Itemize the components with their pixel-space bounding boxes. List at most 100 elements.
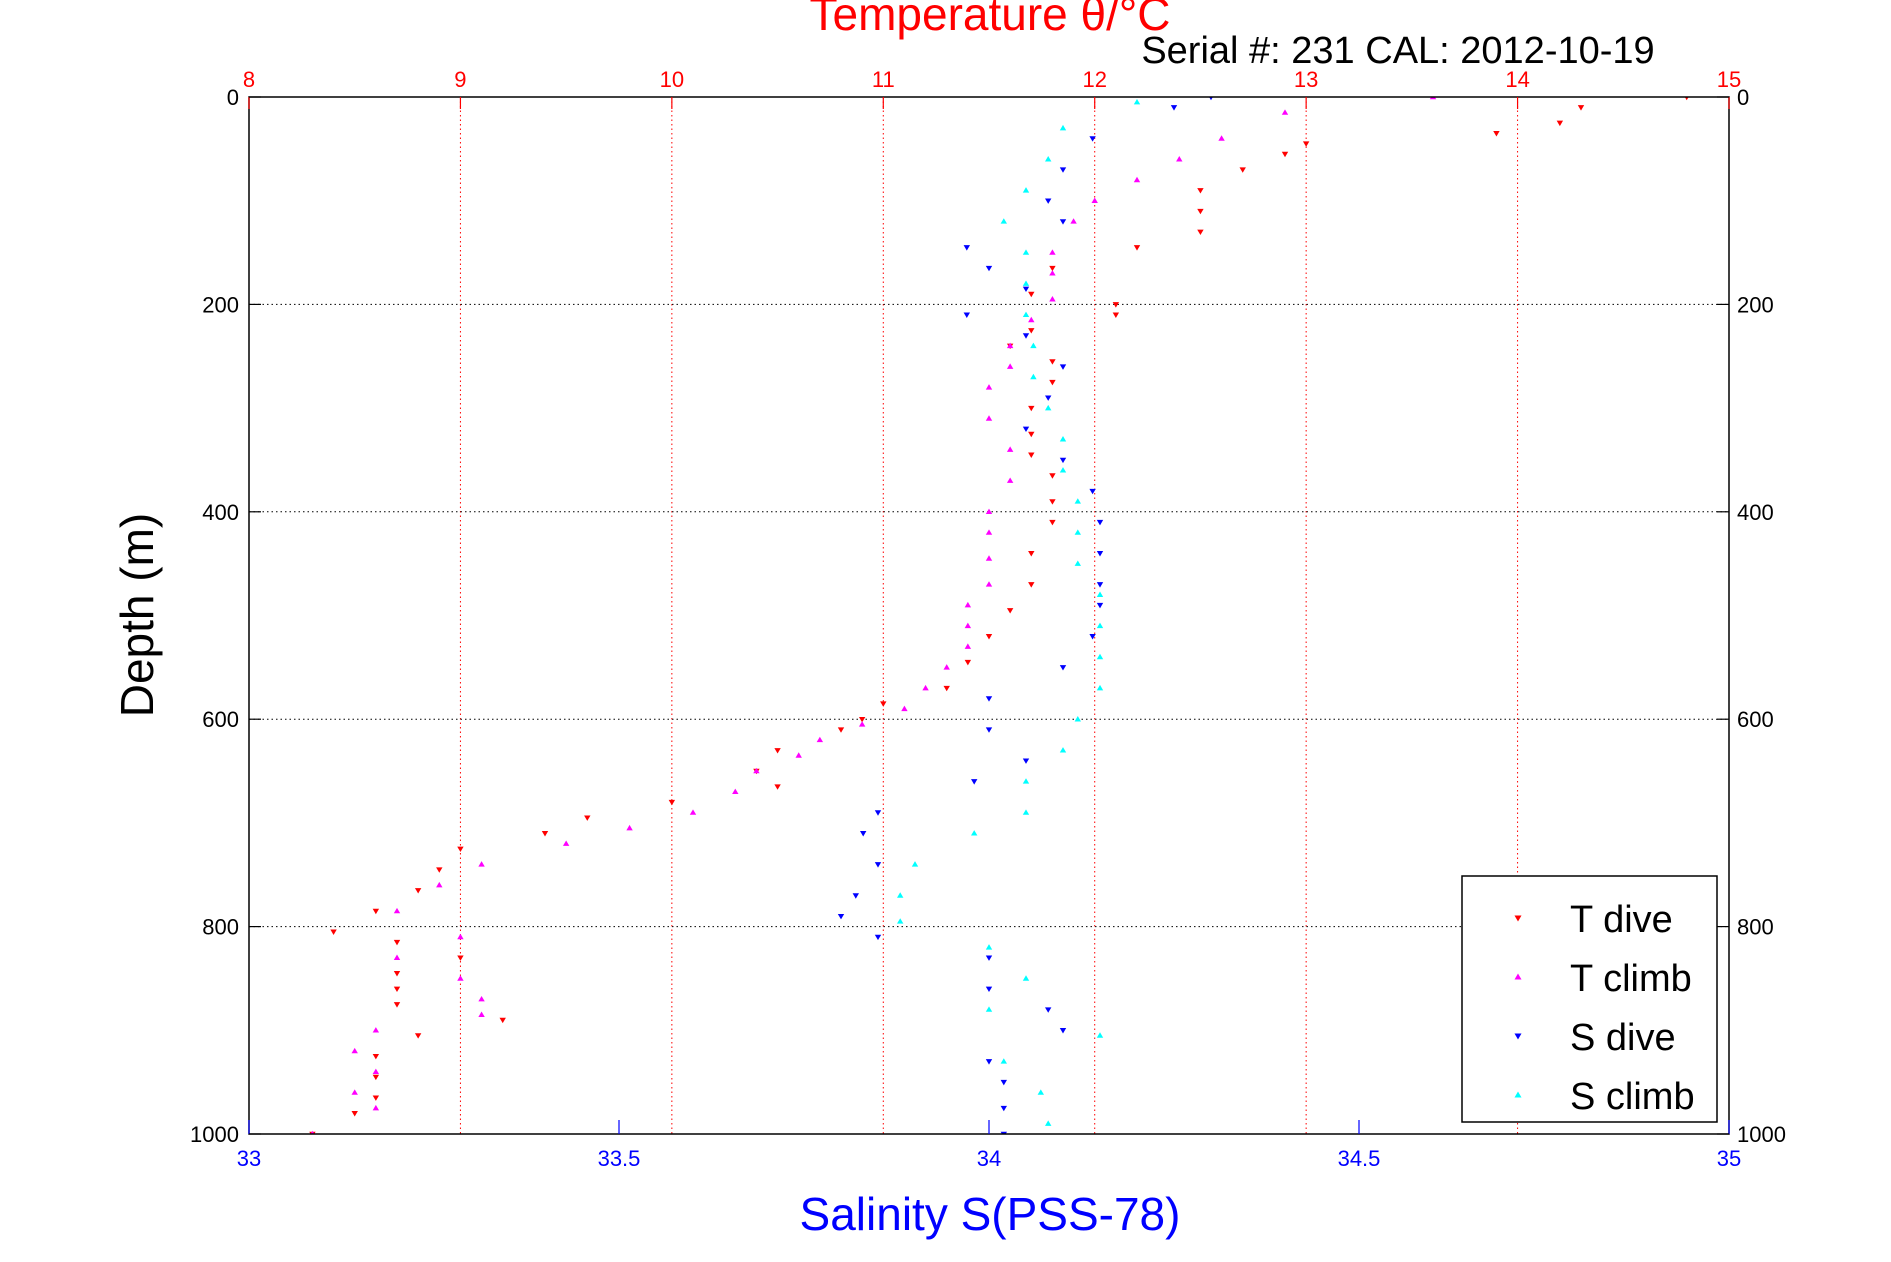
t-dive-point [880,701,887,707]
s-climb-point [1059,436,1067,442]
t-climb-point [964,601,972,608]
legend-label-s-climb: S climb [1570,1076,1695,1118]
temperature-tick-label: 12 [1082,67,1106,92]
t-dive-point [837,727,845,733]
t-dive-point [1049,265,1056,272]
t-dive-point [1197,229,1204,236]
s-climb-point [1022,809,1030,815]
s-dive-point [1209,97,1213,101]
t-dive-point [1112,312,1120,318]
depth-tick-label-right: 800 [1737,915,1774,940]
s-climb-point [1022,187,1030,193]
t-climb-point [1049,249,1056,255]
t-dive-point [372,1074,380,1081]
s-dive-point [1089,136,1096,142]
s-dive-point [985,955,993,961]
t-dive-point [1028,328,1035,334]
t-dive-point [1577,105,1585,111]
t-climb-point [1049,296,1056,302]
s-dive-point [1059,167,1067,173]
depth-tick-label-right: 1000 [1737,1122,1786,1147]
t-dive-point [1302,141,1310,147]
t-dive-point [1049,499,1056,505]
legend-marker-t-climb [1514,973,1522,980]
salinity-tick-label: 34 [977,1146,1001,1171]
series-s-dive [837,97,1213,1134]
s-climb-point [1096,684,1104,691]
s-dive-point [963,312,970,318]
depth-tick-label-right: 0 [1737,85,1749,110]
t-climb-point [436,881,443,888]
s-climb-point [1096,1032,1104,1038]
s-dive-point [874,934,882,941]
t-dive-point [393,986,401,993]
legend: T dive T climb S dive S climb [1461,875,1718,1123]
t-dive-point [1684,97,1689,101]
t-dive-point [1028,291,1035,298]
t-dive-point [584,815,591,821]
t-climb-point [372,1027,380,1033]
t-dive-point [1049,379,1056,386]
t-dive-point [1049,519,1056,526]
series-layer [309,97,1689,1134]
t-dive-point [372,1053,380,1060]
legend-marker-t-dive [1514,915,1522,922]
t-dive-point [1112,302,1120,308]
s-dive-point [1096,582,1104,588]
t-climb-point [1006,477,1014,483]
t-dive-point [858,716,866,723]
t-climb-point [393,954,401,960]
s-climb-point [1045,1120,1052,1126]
chart-subtitle: Serial #: 231 CAL: 2012-10-19 [1141,30,1654,72]
t-dive-point [1028,452,1035,458]
t-dive-point [457,846,464,853]
s-climb-point [1074,498,1081,504]
t-climb-point [922,684,929,691]
s-dive-point [1096,519,1104,526]
s-dive-point [1089,634,1096,640]
t-climb-point [1070,218,1077,224]
t-climb-point [457,975,464,981]
depth-tick-label-right: 600 [1737,707,1774,732]
t-dive-point [985,634,993,640]
s-climb-point [1074,716,1081,722]
s-dive-point [837,913,845,920]
s-dive-point [1059,219,1067,225]
s-climb-point [1030,342,1037,349]
t-climb-point [1006,342,1014,349]
temperature-tick-label: 8 [243,67,255,92]
s-dive-point [971,779,978,785]
t-dive-point [1493,131,1500,137]
salinity-tick-label: 33.5 [598,1146,641,1171]
t-dive-point [1197,188,1204,194]
salinity-tick-label: 35 [1717,1146,1741,1171]
s-dive-point [1045,395,1052,401]
depth-tick-label-left: 400 [202,500,239,525]
s-climb-point [1037,1089,1044,1095]
x-axis-label-salinity: Salinity S(PSS-78) [800,1188,1181,1240]
t-climb-point [1006,446,1014,452]
t-dive-point [964,659,972,666]
s-climb-point [897,918,904,924]
temperature-grid [459,97,1519,1134]
t-climb-point [372,1104,380,1111]
s-dive-point [985,265,993,272]
t-dive-point [1028,551,1035,557]
temperature-tick-label: 9 [454,67,466,92]
t-climb-point [1028,316,1035,323]
s-climb-point [1096,653,1104,660]
s-dive-point [1045,1007,1052,1013]
t-dive-point [330,929,337,935]
s-climb-point [1022,249,1030,255]
s-dive-point [1000,1105,1007,1112]
s-dive-point [1059,457,1067,464]
s-climb-point [1022,311,1030,318]
t-climb-point [753,767,760,774]
t-climb-point [626,824,633,831]
legend-label-t-dive: T dive [1570,899,1673,941]
depth-tick-label-left: 800 [202,915,239,940]
s-dive-point [1096,551,1104,557]
s-dive-point [1022,286,1030,293]
s-climb-point [1096,622,1104,629]
t-climb-point [562,840,570,846]
